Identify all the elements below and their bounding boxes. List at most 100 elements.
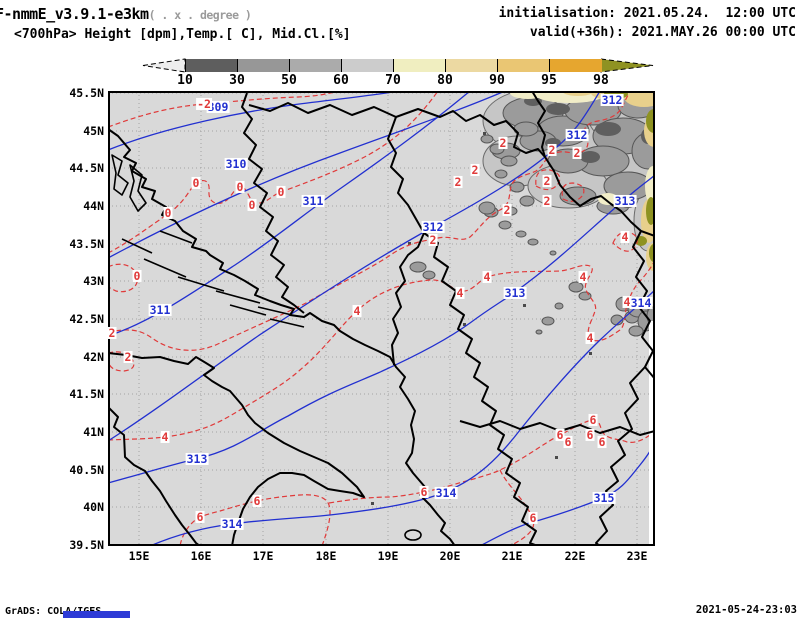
logo-bar xyxy=(63,611,130,618)
temp-contour-label: 6 xyxy=(588,412,598,427)
height-contour-label: 312 xyxy=(600,92,624,107)
lat-tick-label: 43.5N xyxy=(69,237,104,251)
border-central-chain xyxy=(423,232,539,546)
lat-tick-label: 41.5N xyxy=(69,387,104,401)
italy-west-coast xyxy=(108,406,201,546)
colorbar-segment xyxy=(393,59,446,72)
temp-contour-label: 0 xyxy=(247,197,257,212)
temp-contour-label: 4 xyxy=(455,285,465,300)
lon-tick-label: 20E xyxy=(439,549,461,563)
lat-tick-label: 43N xyxy=(83,274,104,288)
temp-contour-label: 6 xyxy=(585,427,595,442)
colorbar-tick-label: 10 xyxy=(177,73,193,88)
page-subtitle: <700hPa> Height [dpm],Temp.[ C], Mid.Cl.… xyxy=(14,27,351,42)
colorbar-left-arrow xyxy=(142,58,186,73)
temp-contour-label: 4 xyxy=(482,269,492,284)
temp-contour-label: 6 xyxy=(195,509,205,524)
lon-tick-label: 15E xyxy=(128,549,150,563)
border-north-chain xyxy=(248,102,655,237)
height-contour-label: 310 xyxy=(224,156,248,171)
colorbar-segment xyxy=(185,59,238,72)
temp-contour-label: 6 xyxy=(555,427,565,442)
temp-contour-label: 6 xyxy=(528,510,538,525)
colorbar-tick-label: 30 xyxy=(229,73,245,88)
colorbar-tick-label: 80 xyxy=(437,73,453,88)
border-hungary-romania xyxy=(531,91,546,158)
lat-tick-label: 44N xyxy=(83,199,104,213)
height-contour-label: 314 xyxy=(629,295,653,310)
temp-contour-label: 2 xyxy=(123,349,133,364)
initialisation-time: initialisation: 2021.05.24. 12:00 UTC xyxy=(498,6,796,21)
height-contour-label: 313 xyxy=(185,451,209,466)
height-contour-label: 315 xyxy=(592,490,616,505)
lon-tick-label: 19E xyxy=(377,549,399,563)
lat-tick-label: 45.5N xyxy=(69,86,104,100)
height-contour-label: 313 xyxy=(613,193,637,208)
temp-contour-label: 4 xyxy=(578,269,588,284)
country-borders xyxy=(108,91,655,546)
temp-contour-label: 6 xyxy=(419,484,429,499)
border-croatia-bosnia xyxy=(241,92,305,314)
temp-contour-label: 0 xyxy=(276,184,286,199)
height-contour-label: 311 xyxy=(148,302,172,317)
croatian-islands xyxy=(111,154,305,328)
colorbar-tick-label: 95 xyxy=(541,73,557,88)
colorbar-tick-label: 70 xyxy=(385,73,401,88)
colorbar-tick-label: 60 xyxy=(333,73,349,88)
lat-tick-label: 42.5N xyxy=(69,312,104,326)
corfu-island xyxy=(404,529,422,541)
colorbar-segment xyxy=(341,59,394,72)
height-contour-label: 312 xyxy=(421,219,445,234)
temp-contour-label: 2 xyxy=(470,162,480,177)
height-contour-label: 314 xyxy=(220,516,244,531)
lat-tick-label: 44.5N xyxy=(69,161,104,175)
temp-contour-label: 2 xyxy=(542,193,552,208)
temp-contour-label: 4 xyxy=(160,429,170,444)
height-contour-label: 314 xyxy=(434,485,458,500)
temp-contour-label: 0 xyxy=(191,175,201,190)
temp-contour-label: 0 xyxy=(132,268,142,283)
height-contour-label: 309 xyxy=(206,99,230,114)
temp-contour-label: 0 xyxy=(235,179,245,194)
creation-timestamp: 2021-05-24-23:03 xyxy=(695,604,797,616)
temp-contour-label: 4 xyxy=(620,229,630,244)
resolution-note: ( . x . degree ) xyxy=(148,8,252,22)
lon-tick-label: 22E xyxy=(564,549,586,563)
temp-contour-label: 2 xyxy=(547,142,557,157)
map-plot-area: 309 310 311 311 312 312 312 313 313 313 314 314 314 3… xyxy=(107,91,655,546)
lat-tick-label: 40N xyxy=(83,500,104,514)
valid-time: valid(+36h): 2021.MAY.26 00:00 UTC xyxy=(529,25,796,40)
temp-contour-label: 4 xyxy=(585,330,595,345)
temp-contour-label: 2 xyxy=(428,232,438,247)
border-southeast xyxy=(595,366,646,546)
temp-contour-label: 6 xyxy=(252,493,262,508)
lon-tick-label: 18E xyxy=(315,549,337,563)
italy-east-coast xyxy=(108,352,365,546)
lon-tick-label: 21E xyxy=(501,549,523,563)
colorbar-tick-label: 98 xyxy=(593,73,609,88)
temp-contour-label: -2 xyxy=(196,96,212,111)
temp-contour-label: 2 xyxy=(572,145,582,160)
lat-tick-label: 42N xyxy=(83,350,104,364)
colorbar-segment xyxy=(497,59,550,72)
colorbar-segment xyxy=(549,59,602,72)
colorbar-right-arrow xyxy=(600,58,654,73)
temp-contour-label: 4 xyxy=(622,294,632,309)
lon-tick-label: 17E xyxy=(252,549,274,563)
temp-contour-label: 2 xyxy=(502,202,512,217)
temp-contour-label: 2 xyxy=(453,174,463,189)
map-border xyxy=(108,91,655,546)
page-title: F-nmmE_v3.9.1-e3km( . x . degree ) xyxy=(0,5,252,23)
temp-contour-label: 2 xyxy=(542,173,552,188)
lon-tick-label: 16E xyxy=(190,549,212,563)
colorbar-segment xyxy=(289,59,342,72)
height-contour-label: 313 xyxy=(503,285,527,300)
temp-contour-label: 4 xyxy=(352,303,362,318)
colorbar-segment xyxy=(445,59,498,72)
temp-contour-label: 2 xyxy=(498,135,508,150)
lat-tick-label: 39.5N xyxy=(69,538,104,552)
colorbar-tick-label: 90 xyxy=(489,73,505,88)
border-drina xyxy=(387,116,425,366)
lat-tick-label: 41N xyxy=(83,425,104,439)
